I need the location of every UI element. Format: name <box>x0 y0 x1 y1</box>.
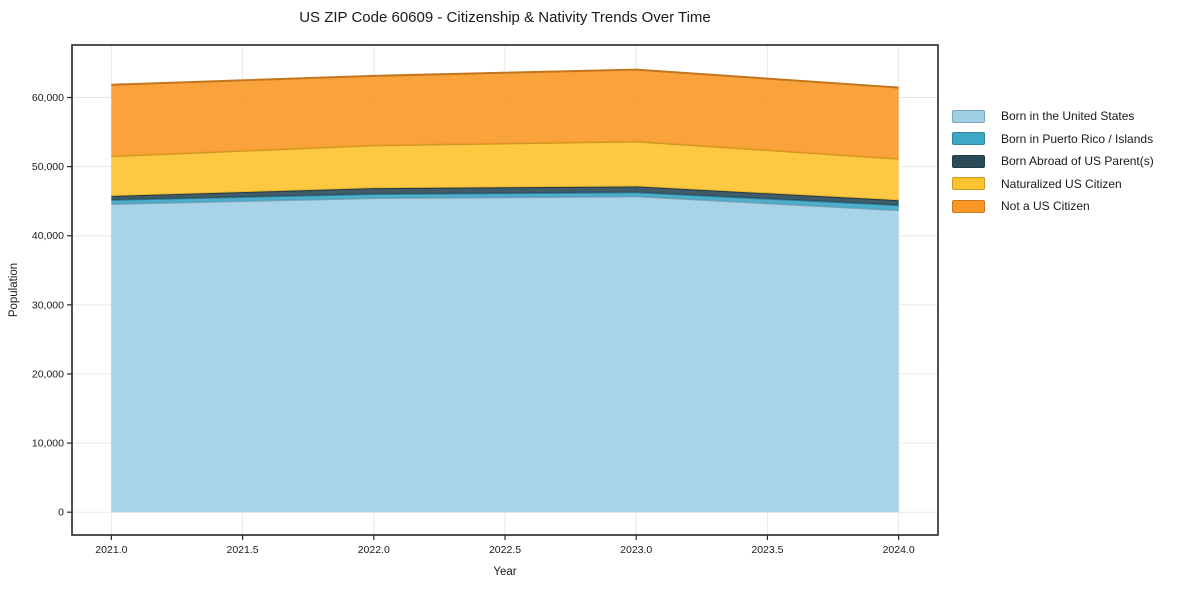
x-tick-label: 2022.5 <box>489 544 521 556</box>
x-tick-label: 2021.0 <box>95 544 127 556</box>
area-series-4-edge <box>111 68 899 89</box>
legend-swatch <box>952 109 985 123</box>
legend-item: Not a US Citizen <box>952 195 1154 218</box>
area-series-2 <box>111 186 899 206</box>
x-tick-label: 2021.5 <box>227 544 259 556</box>
x-axis-label: Year <box>493 566 517 578</box>
y-axis-label: Population <box>8 262 20 318</box>
chart-title: US ZIP Code 60609 - Citizenship & Nativi… <box>299 9 711 26</box>
area-series-1 <box>111 192 899 211</box>
legend-swatch <box>952 177 985 191</box>
area-series-4 <box>111 69 899 159</box>
y-tick-label: 60,000 <box>32 92 64 104</box>
legend-item: Born in the United States <box>952 105 1154 128</box>
legend: Born in the United States Born in Puerto … <box>952 105 1154 218</box>
y-tick-label: 40,000 <box>32 230 64 242</box>
x-tick-label: 2023.5 <box>751 544 783 556</box>
legend-label: Not a US Citizen <box>1001 199 1090 214</box>
y-tick-label: 10,000 <box>32 438 64 450</box>
legend-swatch <box>952 132 985 146</box>
area-series-3 <box>111 141 899 201</box>
legend-label: Born in Puerto Rico / Islands <box>1001 131 1154 146</box>
x-tick-label: 2023.0 <box>620 544 652 556</box>
x-tick-label: 2022.0 <box>358 544 390 556</box>
y-tick-label: 20,000 <box>32 368 64 380</box>
legend-swatch <box>952 199 985 213</box>
legend-item: Naturalized US Citizen <box>952 173 1154 196</box>
area-series-0 <box>111 196 899 513</box>
legend-label: Born in the United States <box>1001 109 1135 124</box>
legend-label: Naturalized US Citizen <box>1001 176 1122 191</box>
legend-swatch <box>952 154 985 168</box>
legend-item: Born in Puerto Rico / Islands <box>952 128 1154 151</box>
x-tick-label: 2024.0 <box>883 544 915 556</box>
y-tick-label: 30,000 <box>32 299 64 311</box>
y-tick-label: 0 <box>58 507 64 519</box>
legend-label: Born Abroad of US Parent(s) <box>1001 154 1154 169</box>
legend-item: Born Abroad of US Parent(s) <box>952 150 1154 173</box>
y-tick-label: 50,000 <box>32 161 64 173</box>
